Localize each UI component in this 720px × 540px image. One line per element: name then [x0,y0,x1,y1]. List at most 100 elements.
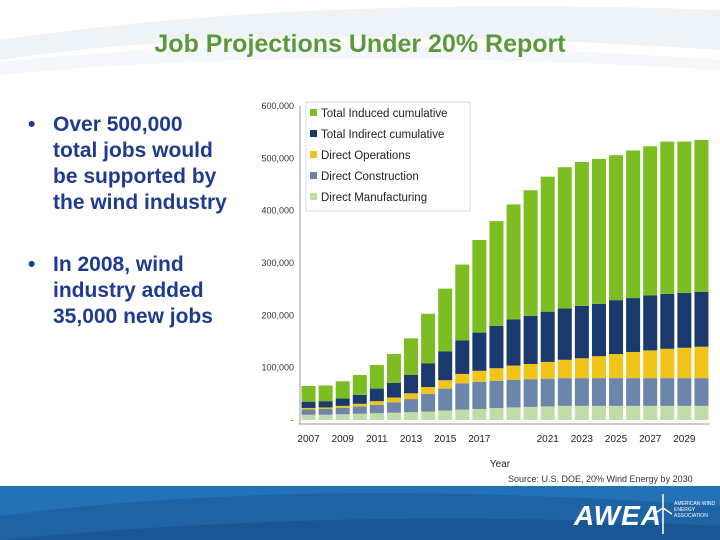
bullet-dot-icon: • [28,253,36,276]
bar-segment [352,394,367,404]
bar-segment [591,378,606,406]
source-note: Source: U.S. DOE, 20% Wind Energy by 203… [508,474,693,484]
bar-segment [369,413,384,420]
bar-segment [404,399,419,413]
footer-swoosh [0,486,720,540]
bar-segment [335,381,350,399]
logo-subtext: AMERICAN WIND ENERGY ASSOCIATION [674,501,716,519]
bar-segment [472,370,487,382]
bar-segment [301,414,316,420]
bar-segment [626,150,641,299]
bar-segment [301,401,316,408]
bar-segment [694,346,709,379]
bar-segment [677,405,692,420]
logo-text: AWEA [574,500,662,531]
bar-segment [301,407,316,410]
bar-segment [694,378,709,406]
bullet-item: • In 2008, wind industry added 35,000 ne… [28,252,228,330]
bar-segment [677,378,692,406]
bar-segment [643,146,658,296]
x-tick-label: 2011 [366,434,388,445]
bar-segment [438,288,453,352]
bar-segment [660,293,675,349]
awea-logo: AWEA AMERICAN WIND ENERGY ASSOCIATION [574,492,715,536]
bar-segment [438,380,453,389]
bar-segment [643,295,658,351]
bar-segment [404,412,419,420]
legend-label: Total Induced cumulative [321,108,448,120]
legend-label: Total Indirect cumulative [321,129,444,141]
bar-segment [318,409,333,415]
bullet-list: • Over 500,000 total jobs would be suppo… [28,112,228,366]
bar-segment [643,350,658,379]
legend-swatch [310,109,317,116]
bar-segment [643,378,658,406]
bar-segment [421,363,436,388]
wind-turbine-icon [654,494,672,534]
legend-swatch [310,130,317,137]
bar-segment [352,413,367,420]
bar-segment [523,315,538,365]
bar-segment [677,292,692,348]
bar-segment [660,348,675,379]
bar-segment [506,319,521,366]
bar-segment [335,414,350,420]
bullet-dot-icon: • [28,113,36,136]
x-tick-label: 2017 [468,434,491,445]
x-tick-label: 2009 [332,434,355,445]
bar-segment [540,311,555,362]
bar-segment [404,374,419,394]
bar-segment [369,401,384,405]
y-tick-label: 600,000 [261,101,294,111]
bullet-text: In 2008, wind industry added 35,000 new … [53,253,213,328]
bar-segment [540,378,555,407]
bar-segment [301,409,316,415]
x-tick-label: 2015 [434,434,457,445]
y-tick-label: 300,000 [261,258,294,268]
bar-segment [489,407,504,420]
stacked-bar-chart: 600,000 500,000 400,000 300,000 200,000 100,0… [261,101,710,470]
bar-segment [609,405,624,420]
bar-segment [574,305,589,359]
bar-segment [677,141,692,293]
bar-segment [626,298,641,352]
bar-segment [335,405,350,408]
bar-segment [386,412,401,420]
x-tick-label: 2023 [571,434,594,445]
bar-segment [506,407,521,420]
bar-segment [557,308,572,360]
bar-segment [489,380,504,408]
bar-segment [660,141,675,294]
bar-segment [626,351,641,379]
bar-segment [472,381,487,410]
bar-segment [301,385,316,402]
bar-segment [489,325,504,369]
x-tick-label: 2027 [639,434,662,445]
bar-segment [438,351,453,381]
header-swoosh [0,6,720,75]
bar-segment [386,354,401,383]
bar-segment [557,359,572,379]
x-tick-label: 2013 [400,434,423,445]
bar-segment [694,405,709,420]
bar-segment [421,387,436,394]
bar-segment [540,406,555,420]
bar-segment [386,402,401,413]
bar-segment [591,405,606,420]
bar-segment [386,397,401,403]
bar-segment [609,300,624,355]
bar-segment [455,340,470,374]
y-tick-label: 200,000 [261,310,294,320]
bar-segment [404,393,419,400]
bar-segment [472,409,487,420]
bar-segment [455,264,470,341]
bar-segment [574,405,589,420]
bullet-item: • Over 500,000 total jobs would be suppo… [28,112,228,216]
bar-segment [404,338,419,375]
bar-segment [455,409,470,420]
bar-segment [352,374,367,395]
bar-segment [318,407,333,410]
bar-segment [438,410,453,420]
legend-swatch [310,193,317,200]
bar-segment [523,190,538,316]
